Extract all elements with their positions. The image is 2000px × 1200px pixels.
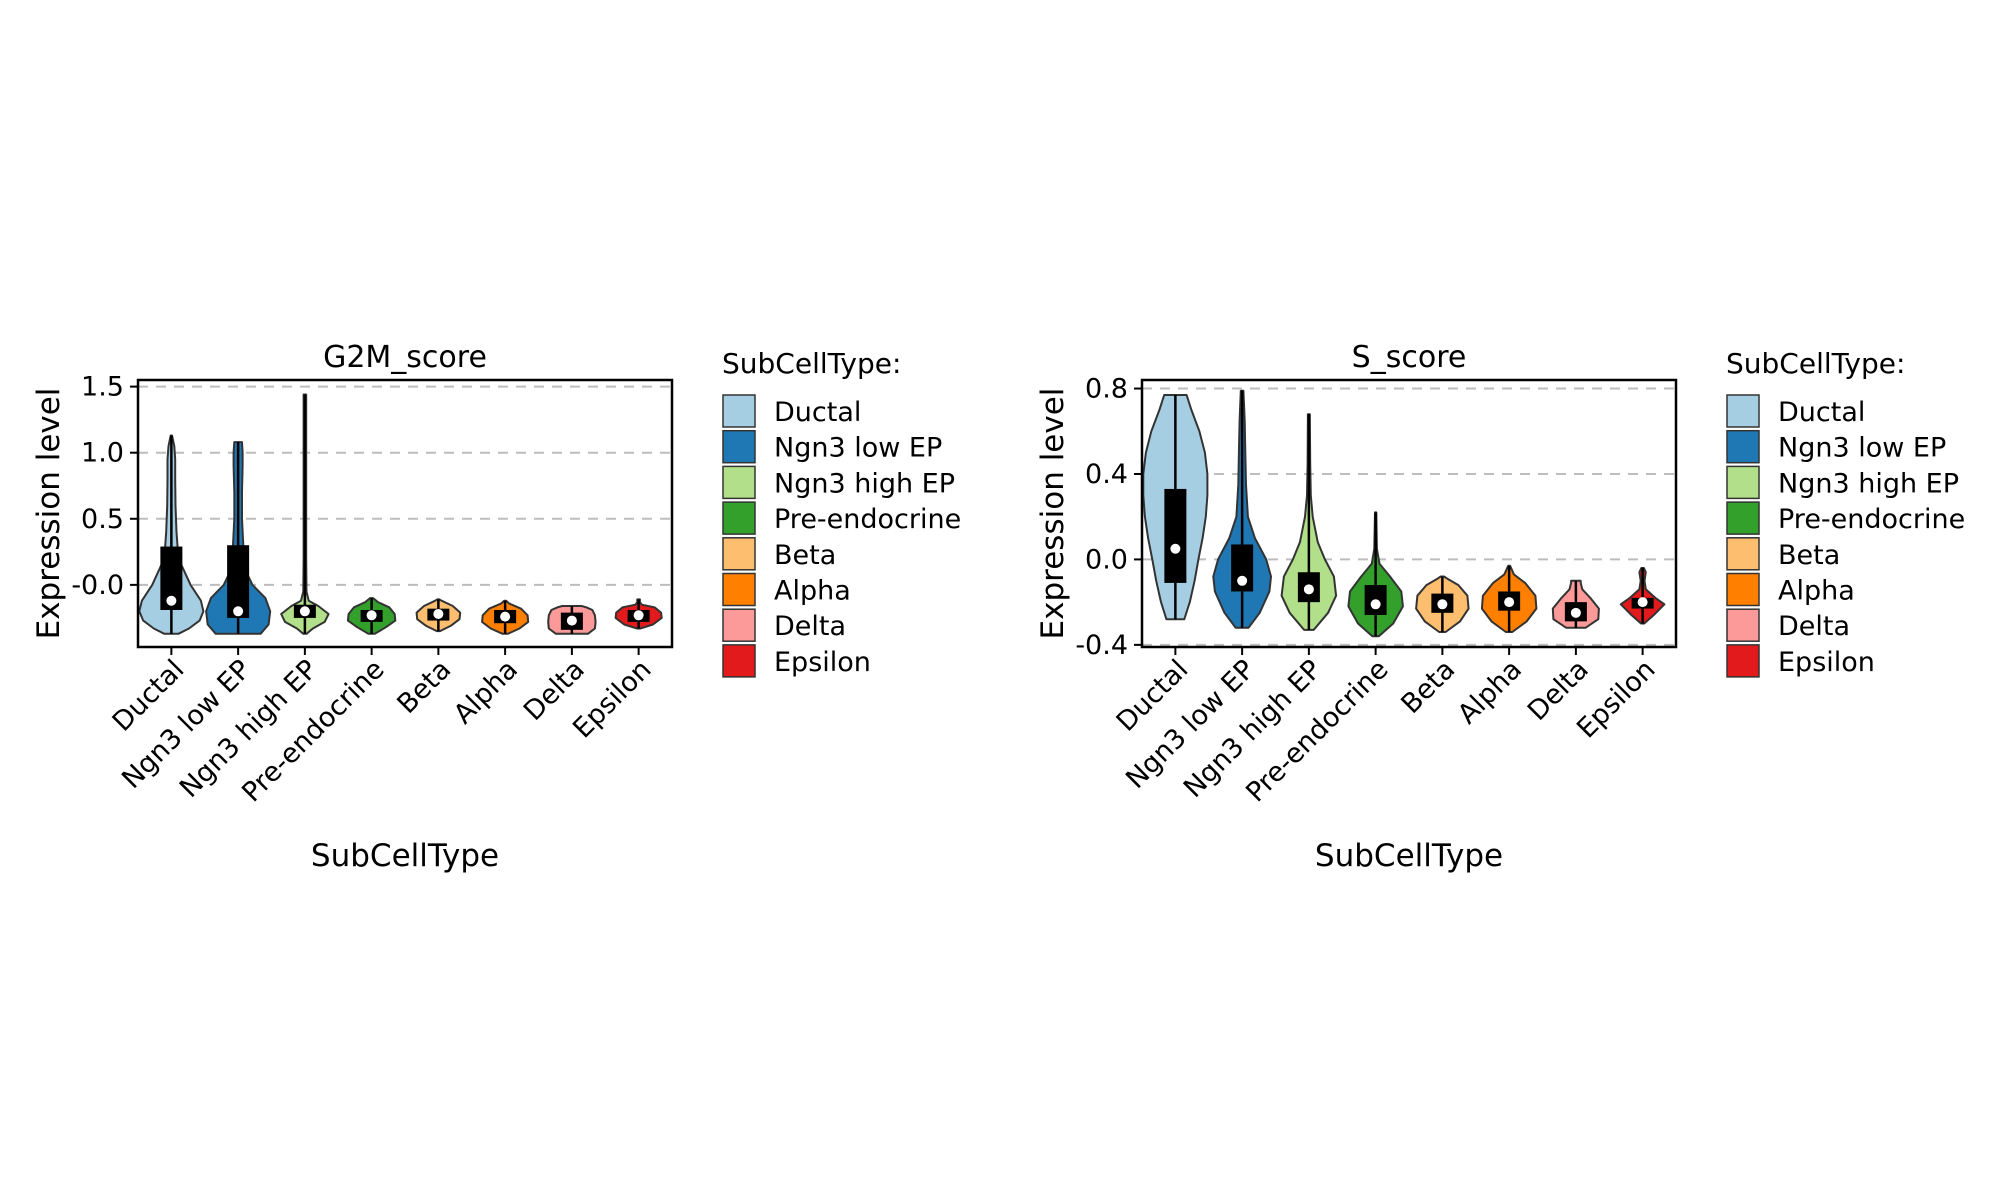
median-point [500, 611, 511, 622]
y-tick-label: -0.4 [1075, 630, 1128, 661]
legend-label: Epsilon [774, 647, 871, 678]
legend-label: Alpha [774, 576, 851, 607]
legend-swatch-pre-endocrine [722, 501, 756, 535]
legend-title: SubCellType: [1726, 347, 1905, 380]
legend-label: Ngn3 low EP [1778, 433, 1946, 464]
median-point [1437, 599, 1448, 610]
x-tick-label: Alpha [1452, 654, 1528, 730]
violin-alpha [481, 599, 530, 635]
legend-label: Pre-endocrine [774, 504, 961, 535]
median-point [1237, 575, 1248, 586]
legend-swatch-alpha [1726, 572, 1760, 607]
violin-epsilon [614, 598, 663, 630]
legend-swatch-ngn3-low-ep [722, 429, 756, 464]
violin-beta [415, 598, 462, 633]
legend-swatch-epsilon [1726, 644, 1760, 678]
legend: SubCellType: Ductal Ngn3 low EP Ngn3 high E… [1726, 347, 1965, 678]
x-tick-label: Beta [391, 654, 457, 720]
legend-swatch-delta [722, 608, 756, 642]
median-point [1303, 584, 1314, 595]
iqr-box [1231, 544, 1254, 592]
median-point [1370, 599, 1381, 610]
legend-label: Ductal [774, 397, 861, 428]
legend-swatch-beta [722, 537, 756, 571]
x-axis-label: SubCellType [311, 838, 499, 874]
median-point [566, 615, 577, 626]
legend-label: Delta [1778, 611, 1850, 642]
plot-frame [1140, 378, 1678, 649]
legend-label: Delta [774, 611, 846, 642]
median-point [366, 610, 377, 621]
chart-title: S_score [1352, 340, 1467, 375]
violin-beta [1415, 575, 1470, 633]
legend-label: Alpha [1778, 576, 1855, 607]
legend-label: Ductal [1778, 397, 1865, 428]
median-point [1504, 597, 1515, 608]
chart-panel-s-score: -0.4 0.0 0.4 0.8 Ductal Ngn3 low EP Ngn3 high … [1035, 340, 1965, 874]
legend-swatch-ngn3-high-ep [1726, 465, 1760, 500]
legend: SubCellType: Ductal Ngn3 low EP Ngn3 high E… [722, 347, 961, 678]
chart-title: G2M_score [323, 340, 487, 375]
median-point [433, 608, 444, 619]
legend-label: Ngn3 high EP [1778, 468, 1959, 499]
median-point [633, 610, 644, 621]
iqr-box [227, 545, 250, 618]
median-point [166, 595, 177, 606]
legend-label: Ngn3 low EP [774, 433, 942, 464]
legend-label: Pre-endocrine [1778, 504, 1965, 535]
legend-label: Ngn3 high EP [774, 468, 955, 499]
violin-ngn3-low-ep [205, 441, 272, 635]
iqr-box [160, 546, 183, 610]
violin-epsilon [1619, 567, 1666, 625]
iqr-box [1164, 488, 1187, 583]
x-axis-label: SubCellType [1315, 838, 1503, 874]
legend-swatch-ductal [1726, 394, 1760, 428]
y-tick-label: 1.5 [81, 372, 124, 403]
violin-ductal [138, 434, 205, 635]
y-tick-label: 0.5 [81, 504, 124, 535]
violin-delta [1551, 579, 1600, 629]
legend-label: Beta [1778, 540, 1840, 571]
y-tick-label: -0.0 [71, 570, 124, 601]
violin-ngn3-low-ep [1212, 389, 1272, 629]
median-point [1637, 597, 1648, 608]
y-tick-label: 0.8 [1085, 374, 1128, 405]
y-tick-label: 0.0 [1085, 544, 1128, 575]
violin-pre-endocrine [346, 597, 397, 635]
legend-swatch-ngn3-low-ep [1726, 429, 1760, 464]
violin-pre-endocrine [1347, 511, 1404, 638]
legend-swatch-ductal [722, 394, 756, 428]
y-axis-label: Expression level [31, 388, 67, 640]
median-point [1570, 607, 1581, 618]
median-point [299, 606, 310, 617]
violin-ductal [1142, 394, 1209, 621]
legend-swatch-ngn3-high-ep [722, 465, 756, 500]
legend-swatch-pre-endocrine [1726, 501, 1760, 535]
legend-swatch-delta [1726, 608, 1760, 642]
y-tick-label: 1.0 [81, 438, 124, 469]
y-axis-label: Expression level [1035, 388, 1071, 640]
legend-swatch-epsilon [722, 644, 756, 678]
x-tick-label: Beta [1395, 654, 1461, 720]
legend-label: Epsilon [1778, 647, 1875, 678]
y-tick-label: 0.4 [1085, 459, 1128, 490]
median-point [233, 606, 244, 617]
legend-swatch-beta [1726, 537, 1760, 571]
violin-delta [547, 605, 597, 635]
legend-swatch-alpha [722, 572, 756, 607]
violin-ngn3-high-ep [280, 393, 330, 635]
violin-ngn3-high-ep [1280, 413, 1338, 631]
legend-label: Beta [774, 540, 836, 571]
violin-alpha [1480, 564, 1538, 633]
chart-panel-g2m-score: -0.0 0.5 1.0 1.5 Ductal Ngn3 low EP Ngn3 high … [31, 340, 961, 874]
plot-frame [136, 378, 674, 649]
legend-title: SubCellType: [722, 347, 901, 380]
x-tick-label: Alpha [448, 654, 524, 730]
median-point [1170, 543, 1181, 554]
